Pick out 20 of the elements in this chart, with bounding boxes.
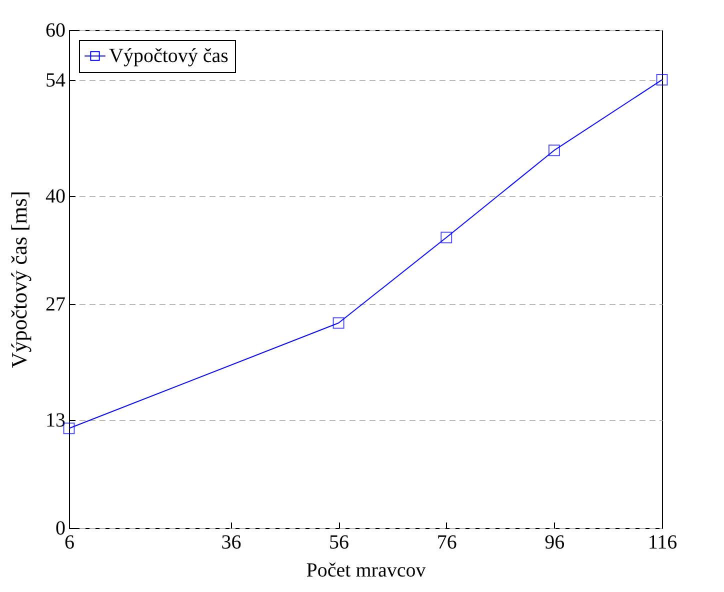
x-axis-title: Počet mravcov [306,560,426,582]
x-tick-label: 76 [436,532,457,554]
y-axis-title: Výpočtový čas [ms] [6,190,32,368]
point [548,144,560,156]
y-tick-label: 60 [46,20,66,42]
x-tick-label: 6 [64,532,74,554]
y-tick-label: 40 [46,186,66,208]
point [656,74,668,86]
y-tick-label: 13 [46,410,66,432]
y-tick-label: 27 [46,293,66,316]
point [63,422,75,434]
legend-label: Výpočtový čas [109,45,229,67]
y-tick-label: 0 [56,518,66,540]
y-tick-label: 54 [46,69,66,92]
x-tick-label: 56 [329,532,350,554]
point [440,232,452,244]
x-tick-label: 36 [221,532,242,554]
x-tick-label: 116 [648,532,678,554]
x-tick-label: 96 [544,532,565,554]
point [332,317,344,329]
